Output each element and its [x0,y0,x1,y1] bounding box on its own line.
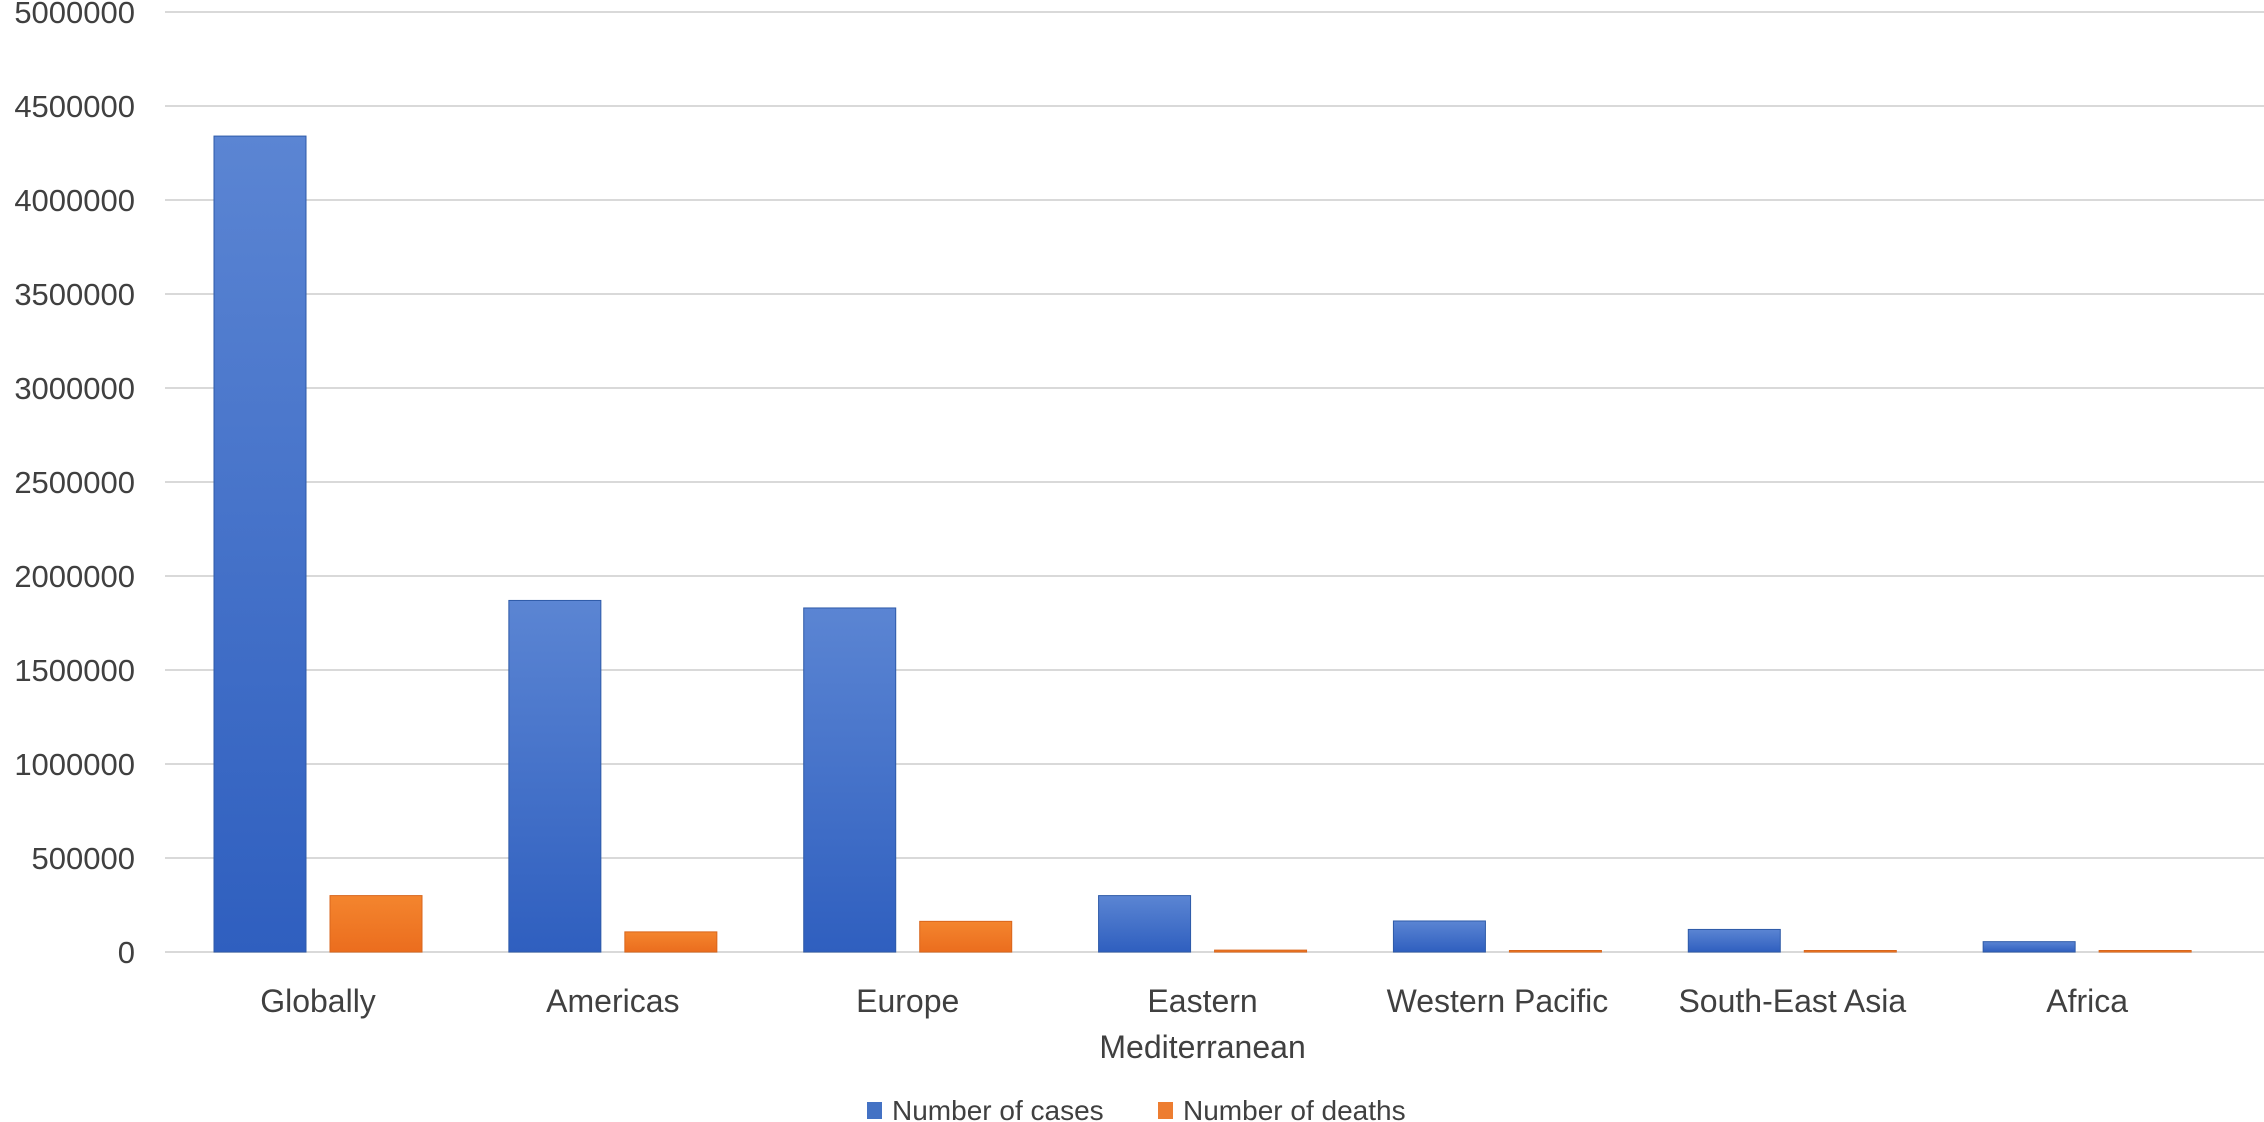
x-category-label: Africa [2046,983,2128,1019]
bar-deaths [2098,950,2192,953]
bar-cases [213,135,307,953]
x-category-label: South-East Asia [1678,983,1906,1019]
y-tick-label: 5000000 [14,0,135,30]
bar-deaths [329,895,423,953]
legend-swatch [1158,1102,1173,1119]
x-category-label: Eastern [1147,983,1257,1019]
y-tick-label: 2000000 [14,559,135,594]
bar-deaths [919,920,1013,953]
bar-deaths [624,931,718,953]
x-category-label: Mediterranean [1099,1029,1305,1065]
bar-deaths [1214,949,1308,953]
bar-cases [1098,895,1192,953]
x-axis-labels: Globally Americas Europe Eastern Mediterrane… [260,983,2128,1065]
y-tick-label: 1500000 [14,653,135,688]
x-category-label: Europe [856,983,959,1019]
bar-deaths [1803,950,1897,953]
legend-swatch [867,1102,882,1119]
y-tick-label: 2500000 [14,465,135,500]
y-tick-label: 3500000 [14,277,135,312]
x-category-label: Western Pacific [1387,983,1609,1019]
bar-cases [508,599,602,953]
legend: Number of cases Number of deaths [867,1095,1406,1122]
legend-label: Number of deaths [1183,1095,1406,1122]
y-tick-label: 4000000 [14,183,135,218]
bars [213,135,2192,953]
bar-cases [1982,941,2076,953]
bar-cases [1687,928,1781,953]
y-tick-label: 0 [118,935,135,970]
x-category-label: Globally [260,983,376,1019]
y-tick-label: 3000000 [14,371,135,406]
y-axis-ticks: 0 500000 1000000 1500000 2000000 2500000 30000… [14,0,135,970]
y-tick-label: 500000 [32,841,135,876]
y-tick-label: 1000000 [14,747,135,782]
x-category-label: Americas [546,983,679,1019]
bar-deaths [1508,950,1602,953]
bar-cases [803,607,897,953]
y-tick-label: 4500000 [14,89,135,124]
legend-label: Number of cases [892,1095,1104,1122]
bar-cases [1392,920,1486,953]
gridlines [165,11,2264,953]
